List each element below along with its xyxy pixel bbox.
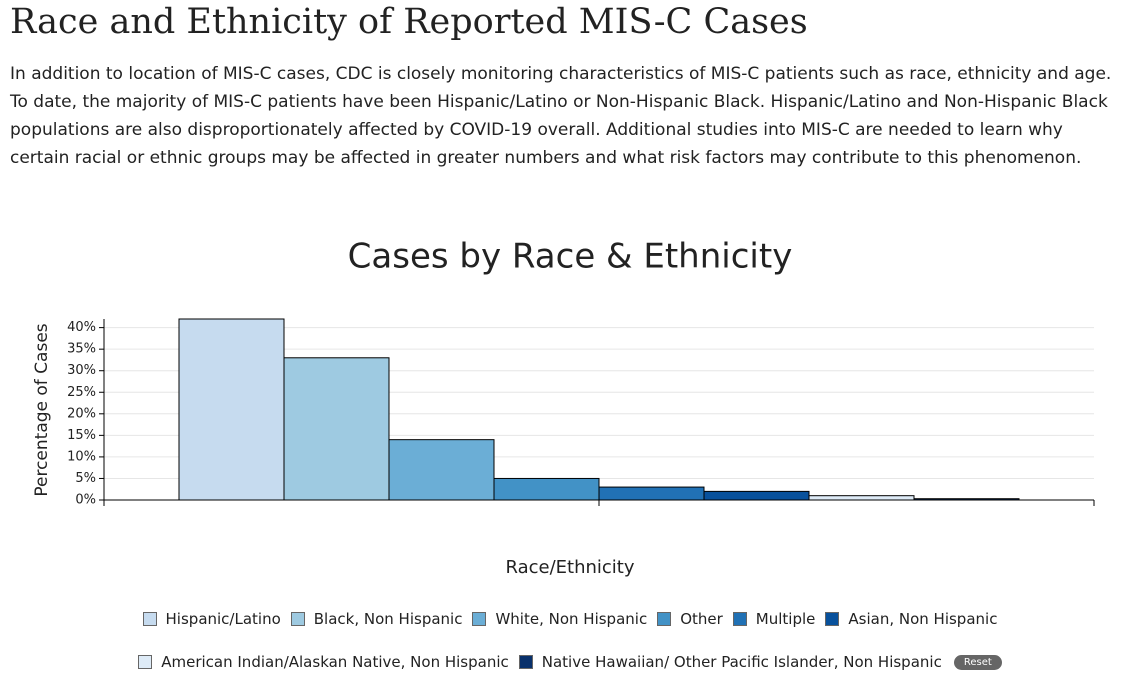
- bar: [388, 439, 495, 501]
- legend-item[interactable]: Multiple: [732, 610, 816, 628]
- legend-item[interactable]: Asian, Non Hispanic: [825, 610, 997, 628]
- legend-swatch: [518, 655, 533, 669]
- legend-swatch: [142, 612, 157, 626]
- legend-swatch: [472, 612, 487, 626]
- chart-title: Cases by Race & Ethnicity: [348, 237, 793, 277]
- legend-label: Asian, Non Hispanic: [848, 610, 998, 628]
- legend-swatch: [138, 655, 153, 669]
- legend-item[interactable]: Other: [657, 610, 723, 628]
- reset-button[interactable]: Reset: [953, 654, 1002, 670]
- legend-label: Hispanic/Latino: [165, 610, 281, 628]
- y-tick-label: 30%: [67, 363, 96, 378]
- legend-label: Multiple: [755, 610, 816, 628]
- legend-swatch: [732, 612, 747, 626]
- legend-item[interactable]: Native Hawaiian/ Other Pacific Islander,…: [518, 653, 942, 671]
- legend-label: Other: [680, 610, 723, 628]
- bar: [703, 490, 810, 501]
- y-tick-label: 5%: [75, 471, 96, 486]
- legend-item[interactable]: Black, Non Hispanic: [290, 610, 463, 628]
- y-tick-label: 15%: [67, 428, 96, 443]
- intro-text: In addition to location of MIS-C cases, …: [10, 64, 1112, 168]
- bar: [808, 495, 915, 501]
- legend-swatch: [290, 612, 305, 626]
- y-tick-label: 0%: [75, 493, 96, 508]
- y-tick-label: 20%: [67, 406, 96, 421]
- bar: [598, 486, 705, 501]
- bar: [178, 318, 285, 501]
- legend-item[interactable]: White, Non Hispanic: [472, 610, 647, 628]
- y-tick-label: 40%: [67, 320, 96, 335]
- legend-label: American Indian/Alaskan Native, Non Hisp…: [161, 653, 509, 671]
- legend: American Indian/Alaskan Native, Non Hisp…: [0, 653, 1140, 671]
- page-title: Race and Ethnicity of Reported MIS-C Cas…: [10, 2, 808, 42]
- x-axis-label: Race/Ethnicity: [505, 557, 634, 578]
- legend-label: Black, Non Hispanic: [313, 610, 463, 628]
- legend-item[interactable]: Hispanic/Latino: [142, 610, 281, 628]
- legend-item[interactable]: American Indian/Alaskan Native, Non Hisp…: [138, 653, 509, 671]
- y-tick-label: 25%: [67, 385, 96, 400]
- legend: Hispanic/Latino Black, Non Hispanic White,…: [0, 610, 1140, 628]
- bar: [913, 498, 1020, 501]
- bar: [493, 477, 600, 501]
- y-tick-label: 10%: [67, 449, 96, 464]
- chart: Cases by Race & Ethnicity Race/Ethnicity…: [32, 237, 1095, 578]
- legend-swatch: [657, 612, 672, 626]
- y-axis-label: Percentage of Cases: [32, 323, 52, 496]
- legend-label: Native Hawaiian/ Other Pacific Islander,…: [541, 653, 942, 671]
- bar: [283, 357, 390, 501]
- y-tick-label: 35%: [67, 342, 96, 357]
- legend-swatch: [825, 612, 840, 626]
- legend-label: White, Non Hispanic: [495, 610, 648, 628]
